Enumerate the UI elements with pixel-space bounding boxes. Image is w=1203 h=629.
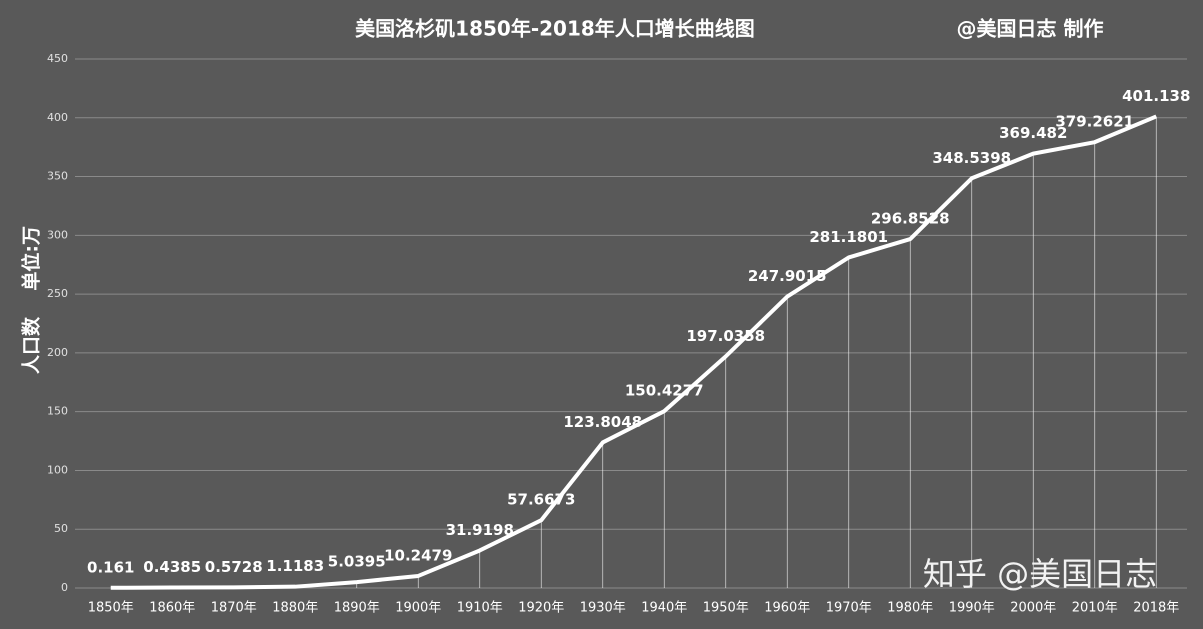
data-label: 296.8528 <box>871 210 950 228</box>
y-tick-label: 250 <box>47 287 68 300</box>
x-tick-label: 1860年 <box>149 601 195 616</box>
x-tick-label: 1930年 <box>580 601 626 616</box>
y-tick-label: 200 <box>47 346 68 359</box>
data-label: 0.161 <box>87 558 134 576</box>
data-label: 379.2621 <box>1055 113 1134 131</box>
chart-title: 美国洛杉矶1850年-2018年人口增长曲线图 <box>355 17 755 41</box>
data-label: 5.0395 <box>328 553 386 571</box>
data-label: 247.9015 <box>748 267 827 285</box>
data-label: 197.0358 <box>686 327 765 345</box>
y-tick-label: 450 <box>47 52 68 65</box>
y-tick-label: 150 <box>47 405 68 418</box>
x-tick-label: 1910年 <box>457 601 503 616</box>
y-tick-label: 0 <box>61 581 68 594</box>
data-label: 348.5398 <box>932 149 1011 167</box>
data-label: 150.4277 <box>625 382 704 400</box>
y-tick-label: 350 <box>47 170 68 183</box>
x-tick-label: 2010年 <box>1072 601 1118 616</box>
y-tick-label: 400 <box>47 111 68 124</box>
data-label: 281.1801 <box>809 228 888 246</box>
y-tick-label: 100 <box>47 463 68 476</box>
data-label: 369.482 <box>999 124 1067 142</box>
data-label: 0.5728 <box>205 558 263 576</box>
x-tick-label: 1880年 <box>272 601 318 616</box>
y-tick-label: 50 <box>54 522 68 535</box>
data-label: 57.6673 <box>507 491 575 509</box>
line <box>110 114 1158 590</box>
annotation: @美国日志 制作 <box>957 17 1104 41</box>
data-label: 10.2479 <box>384 546 452 564</box>
y-axis-label: 人口数 单位:万 <box>20 226 43 374</box>
data-label: 1.1183 <box>266 557 324 575</box>
y-tick-label: 300 <box>47 228 68 241</box>
data-label: 0.4385 <box>143 558 201 576</box>
x-tick-label: 1990年 <box>949 601 995 616</box>
x-tick-label: 1850年 <box>88 601 134 616</box>
x-tick-label: 1970年 <box>826 601 872 616</box>
x-tick-label: 1870年 <box>211 601 257 616</box>
x-tick-label: 1950年 <box>703 601 749 616</box>
x-tick-label: 1960年 <box>764 601 810 616</box>
x-tick-label: 1980年 <box>887 601 933 616</box>
data-label: 123.8048 <box>563 413 642 431</box>
x-tick-label: 2000年 <box>1010 601 1056 616</box>
data-label: 401.138 <box>1122 87 1190 105</box>
watermark: 知乎 @美国日志 <box>923 555 1157 593</box>
x-tick-label: 1900年 <box>395 601 441 616</box>
x-tick-label: 2018年 <box>1133 601 1179 616</box>
data-label: 31.9198 <box>446 521 514 539</box>
x-tick-label: 1920年 <box>518 601 564 616</box>
x-tick-label: 1890年 <box>334 601 380 616</box>
x-tick-label: 1940年 <box>641 601 687 616</box>
